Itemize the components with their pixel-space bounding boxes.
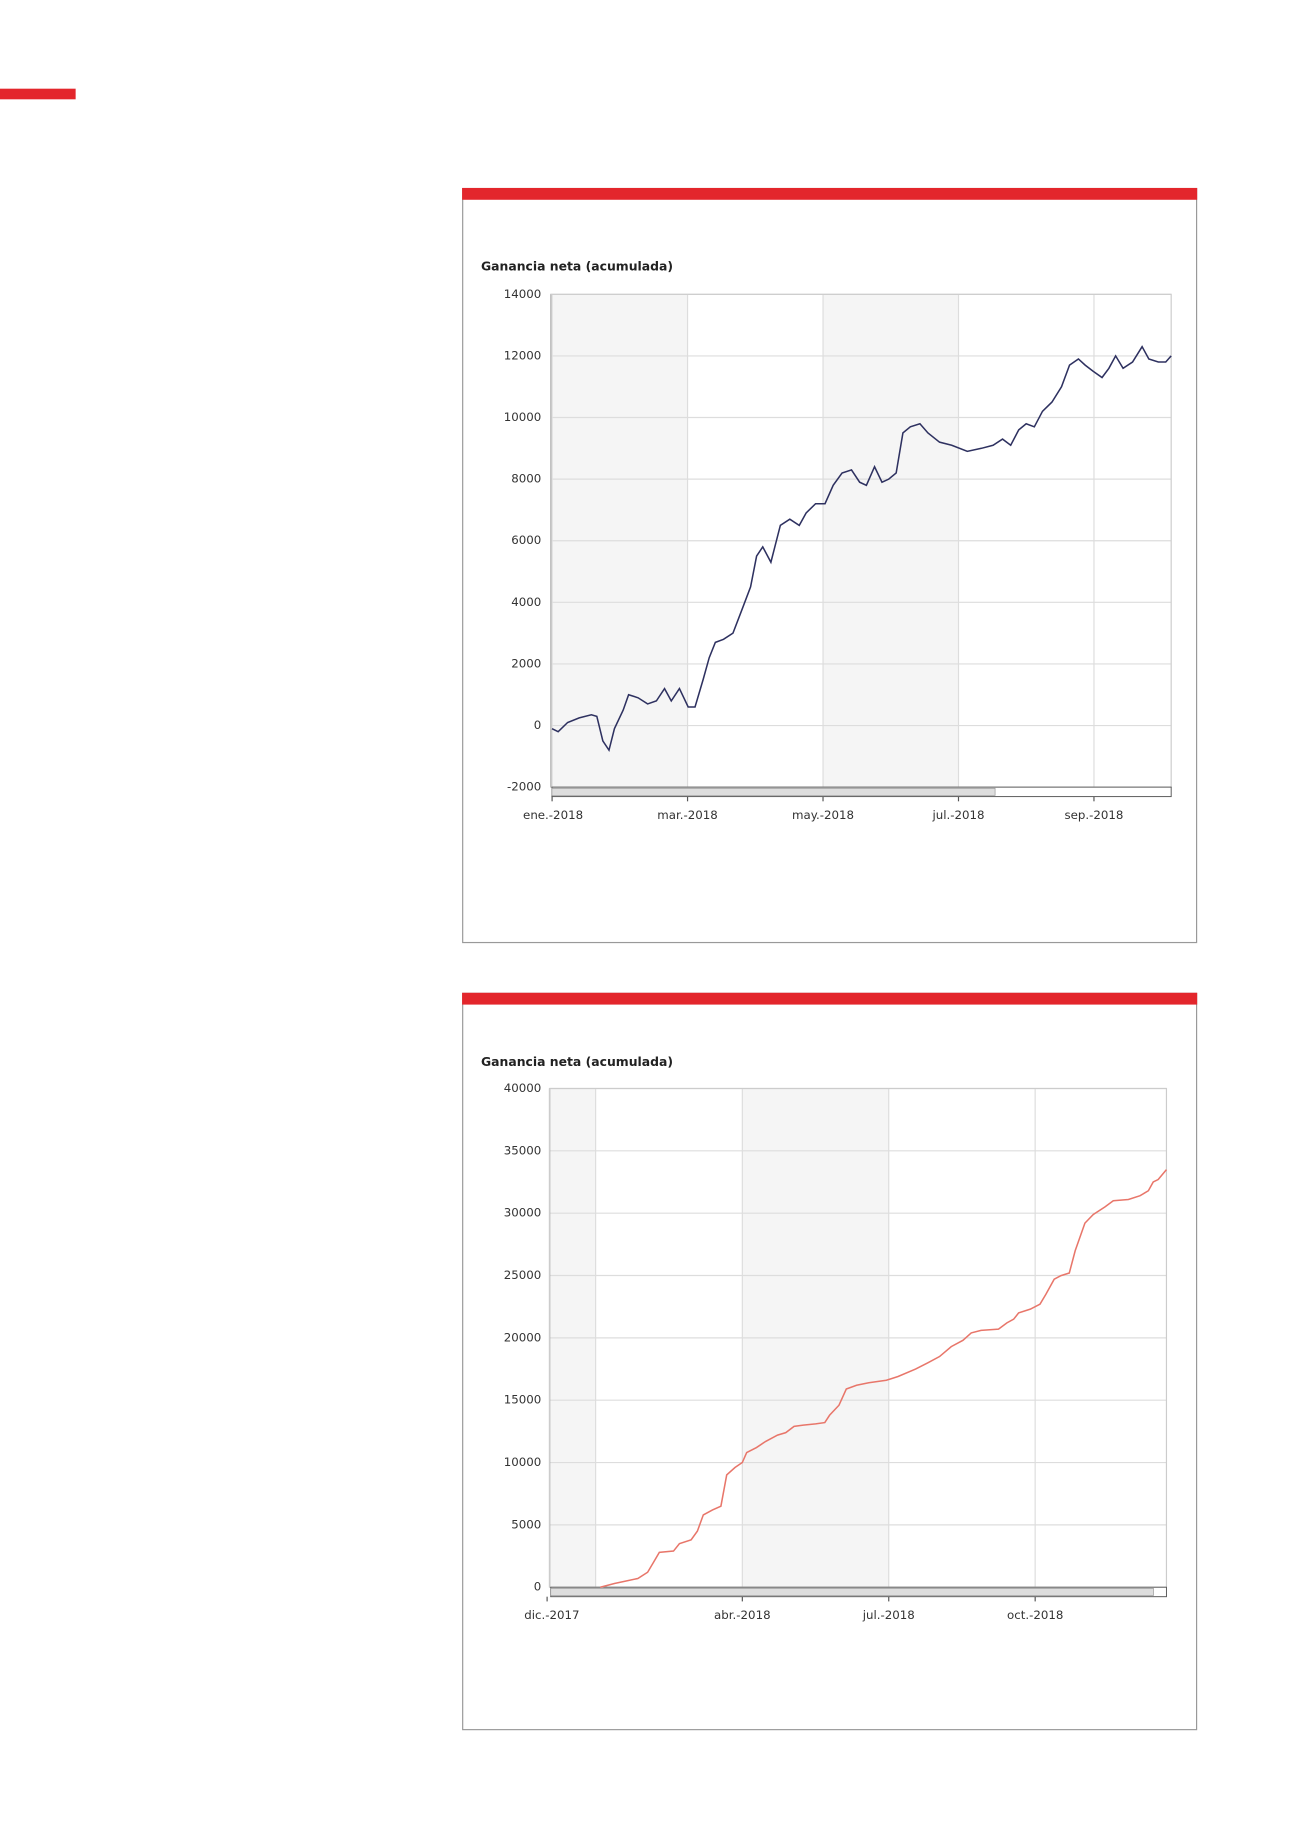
y-tick-label: 10000	[504, 410, 542, 424]
y-tick-label: 25000	[504, 1268, 542, 1282]
y-tick-label: 15000	[504, 1393, 542, 1407]
y-tick-label: 0	[534, 1580, 542, 1594]
y-tick-label: 2000	[511, 656, 541, 670]
y-tick-label: 0	[534, 718, 542, 732]
y-tick-label: 20000	[504, 1330, 542, 1344]
y-tick-label: 10000	[504, 1455, 542, 1469]
scrollbar-thumb	[550, 1588, 1154, 1596]
scrollbar-thumb	[551, 787, 996, 796]
y-tick-label: 4000	[511, 595, 541, 609]
y-tick-label: 5000	[511, 1517, 541, 1531]
chart-title: Ganancia neta (acumulada)	[481, 1054, 673, 1069]
y-tick-label: 8000	[511, 472, 541, 486]
x-tick-label: ene.-2018	[523, 808, 583, 822]
accent-bar	[0, 88, 76, 100]
x-tick-label: jul.-2018	[862, 1608, 915, 1622]
chart-title: Ganancia neta (acumulada)	[481, 259, 673, 274]
y-tick-label: 35000	[504, 1143, 542, 1157]
x-tick-label: sep.-2018	[1065, 808, 1124, 822]
x-tick-label: dic.-2017	[524, 1608, 579, 1622]
x-tick-label: abr.-2018	[714, 1608, 771, 1622]
y-tick-label: 40000	[504, 1081, 542, 1095]
y-tick-label: 12000	[504, 348, 542, 362]
y-tick-label: -2000	[507, 780, 541, 794]
line-series	[600, 1169, 1168, 1588]
x-tick-label: oct.-2018	[1007, 1608, 1063, 1622]
x-tick-label: may.-2018	[792, 808, 854, 822]
panel-header	[462, 992, 1198, 1005]
y-tick-label: 6000	[511, 533, 541, 547]
panel-header	[462, 187, 1198, 200]
line-series	[551, 345, 1172, 753]
y-tick-label: 30000	[504, 1206, 542, 1220]
y-tick-label: 14000	[504, 287, 542, 301]
x-tick-label: jul.-2018	[931, 808, 984, 822]
x-tick-label: mar.-2018	[657, 808, 718, 822]
